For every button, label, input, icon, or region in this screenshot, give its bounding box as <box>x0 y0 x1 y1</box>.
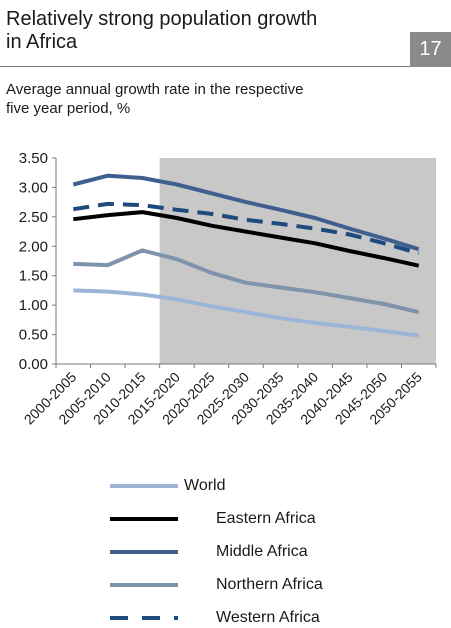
y-tick-label: 3.50 <box>19 150 48 167</box>
page-number-badge: 17 <box>410 32 451 67</box>
chart-title: Relatively strong population growth in A… <box>6 8 406 54</box>
y-tick-label: 1.00 <box>19 297 48 314</box>
legend-item-northern-africa: Northern Africa <box>108 575 428 595</box>
legend-item-eastern-africa: Eastern Africa <box>108 509 428 529</box>
chart-title-line-1: Relatively strong population growth <box>6 8 318 30</box>
legend-label-middle-africa: Middle Africa <box>216 543 308 560</box>
title-divider <box>0 66 410 67</box>
legend-swatch-western-africa <box>110 616 178 620</box>
series-line-middle-africa <box>72 173 420 252</box>
y-tick-label: 2.50 <box>19 209 48 226</box>
line-chart: 0.000.501.001.502.002.503.003.502000-200… <box>19 150 437 427</box>
legend-label-western-africa: Western Africa <box>216 609 320 626</box>
y-tick-label: 2.00 <box>19 238 48 255</box>
chart-subtitle: Average annual growth rate in the respec… <box>6 80 426 118</box>
y-tick-label: 0.50 <box>19 327 48 344</box>
chart-subtitle-line-1: Average annual growth rate in the respec… <box>6 81 304 98</box>
legend-label-eastern-africa: Eastern Africa <box>216 510 316 527</box>
legend-item-world: World <box>108 476 428 496</box>
y-tick-label: 0.00 <box>19 356 48 373</box>
series-line-western-africa <box>72 201 420 256</box>
series-line-world <box>73 288 419 338</box>
legend-label-world: World <box>184 477 226 494</box>
legend-label-northern-africa: Northern Africa <box>216 576 323 593</box>
series-line-northern-africa <box>73 248 420 315</box>
chart-title-line-2: in Africa <box>6 31 78 53</box>
legend-item-middle-africa: Middle Africa <box>108 542 428 562</box>
legend-swatch-northern-africa <box>110 583 178 587</box>
legend-swatch-middle-africa <box>110 550 178 554</box>
series-line-eastern-africa <box>73 210 420 268</box>
legend-swatch-eastern-africa <box>110 517 178 521</box>
y-tick-label: 1.50 <box>19 268 48 285</box>
legend-swatch-world <box>110 484 178 488</box>
legend-item-western-africa: Western Africa <box>108 608 428 628</box>
chart-subtitle-line-2: five year period, % <box>6 100 131 117</box>
y-tick-label: 3.00 <box>19 179 48 196</box>
